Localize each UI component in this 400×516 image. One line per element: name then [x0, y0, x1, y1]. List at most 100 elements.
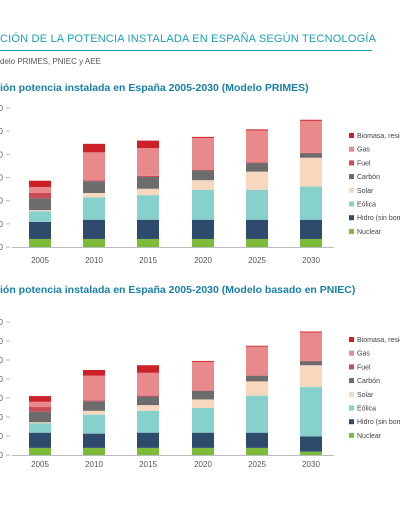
bar-fuel-2020 [192, 170, 214, 171]
legend-label-carbon: Carbón [357, 174, 380, 181]
y-tick-label: 0 [0, 337, 4, 346]
bar-gas-2030 [300, 332, 322, 361]
bar-carbon-2030 [300, 361, 322, 366]
bar-gas-2005 [29, 401, 51, 408]
bar-eolica-2010 [83, 414, 105, 434]
bar-hidro-sin-bombeo-2015 [137, 219, 159, 239]
chart-title-primes: ión potencia instalada en España 2005-20… [0, 82, 309, 94]
legend-swatch-eolica [349, 405, 354, 411]
chart-pniec: 0 0 0 0 0 0 0 0 2005 2010 2015 2020 2025 2030 Biomasa,… [0, 318, 400, 469]
legend-label-nuclear: Nuclear [357, 433, 382, 440]
bar-gas-2030 [300, 120, 322, 153]
legend-label-biomasa-residuos: Biomasa, resic [357, 337, 400, 344]
legend-swatch-nuclear [349, 228, 354, 234]
bar-biomasa-residuos-2020 [192, 136, 214, 138]
y-tick-label: 0 [0, 197, 4, 206]
bar-solar-2030 [300, 365, 322, 388]
bar-hidro-sin-bombeo-2020 [192, 219, 214, 239]
x-tick-label: 2030 [302, 460, 320, 469]
legend-label-solar: Solar [357, 188, 374, 195]
bar-eolica-2030 [300, 186, 322, 220]
bar-eolica-2010 [83, 197, 105, 220]
legend-label-eolica: Eólica [357, 406, 376, 413]
chart-primes: 0 0 0 0 0 0 0 2005 2010 2015 2020 2025 2030 Biomasa, … [0, 104, 400, 265]
legend-label-gas: Gas [357, 147, 370, 154]
bar-nuclear-2005 [29, 447, 51, 455]
header-source: delo PRIMES, PNIEC y AEE [0, 57, 101, 66]
header-rule [0, 50, 372, 51]
bar-carbon-2015 [137, 396, 159, 406]
bar-nuclear-2030 [300, 451, 322, 455]
y-tick-label: 0 [0, 375, 4, 384]
y-tick-label: 0 [0, 220, 4, 229]
legend-swatch-biomasa-residuos [349, 133, 354, 138]
bar-nuclear-2010 [83, 447, 105, 455]
y-tick-label: 0 [0, 432, 4, 441]
bar-biomasa-residuos-2020 [192, 360, 214, 362]
bar-nuclear-2015 [137, 447, 159, 455]
bar-carbon-2025 [246, 375, 268, 382]
bar-biomasa-residuos-2015 [137, 365, 159, 373]
bar-biomasa-residuos-2030 [300, 331, 322, 333]
bar-nuclear-2005 [29, 238, 51, 247]
legend-label-gas: Gas [357, 351, 370, 358]
x-tick-label: 2010 [85, 460, 103, 469]
bar-solar-2015 [137, 405, 159, 411]
bar-gas-2020 [192, 137, 214, 171]
bar-nuclear-2010 [83, 238, 105, 247]
bar-carbon-2015 [137, 176, 159, 189]
bar-gas-2020 [192, 361, 214, 391]
bar-fuel-2005 [29, 407, 51, 412]
bar-fuel-2010 [83, 180, 105, 182]
bar-biomasa-residuos-2010 [83, 369, 105, 376]
legend-label-carbon: Carbón [357, 378, 380, 385]
bar-nuclear-2020 [192, 238, 214, 247]
bar-hidro-sin-bombeo-2005 [29, 432, 51, 448]
bar-solar-2025 [246, 171, 268, 190]
bar-eolica-2025 [246, 189, 268, 220]
bar-biomasa-residuos-2005 [29, 180, 51, 188]
bar-nuclear-2020 [192, 447, 214, 455]
legend-label-nuclear: Nuclear [357, 229, 382, 236]
legend-swatch-fuel [349, 364, 354, 370]
bar-fuel-2005 [29, 193, 51, 199]
bar-biomasa-residuos-2025 [246, 129, 268, 131]
legend-label-fuel: Fuel [357, 364, 371, 371]
x-tick-label: 2015 [139, 256, 157, 265]
y-tick-label: 0 [0, 104, 4, 113]
bar-hidro-sin-bombeo-2030 [300, 436, 322, 452]
y-tick-label: 0 [0, 413, 4, 422]
bar-solar-2030 [300, 157, 322, 187]
bar-gas-2010 [83, 375, 105, 401]
bar-solar-2010 [83, 193, 105, 198]
bar-solar-2010 [83, 410, 105, 415]
legend-label-fuel: Fuel [357, 160, 371, 167]
bar-gas-2025 [246, 130, 268, 163]
legend-label-hidro-sin-bombeo: Hidro (sin bom [357, 419, 400, 426]
x-tick-label: 2020 [194, 256, 212, 265]
bar-eolica-2020 [192, 407, 214, 433]
chart-title-pniec: ión potencia instalada en España 2005-20… [0, 284, 356, 296]
bar-hidro-sin-bombeo-2005 [29, 221, 51, 239]
legend-swatch-carbon [349, 174, 354, 180]
legend-label-hidro-sin-bombeo: Hidro (sin bom [357, 215, 400, 222]
bar-hidro-sin-bombeo-2020 [192, 432, 214, 448]
bar-hidro-sin-bombeo-2025 [246, 219, 268, 239]
bar-hidro-sin-bombeo-2015 [137, 432, 159, 448]
x-tick-label: 2010 [85, 256, 103, 265]
y-tick-label: 0 [0, 451, 4, 460]
bar-carbon-2005 [29, 198, 51, 211]
bar-eolica-2005 [29, 211, 51, 222]
x-tick-label: 2030 [302, 256, 320, 265]
x-tick-label: 2025 [248, 460, 266, 469]
legend-label-eolica: Eólica [357, 202, 376, 209]
legend-swatch-solar [349, 391, 354, 397]
bar-hidro-sin-bombeo-2010 [83, 219, 105, 239]
bar-nuclear-2015 [137, 238, 159, 247]
x-tick-label: 2020 [194, 460, 212, 469]
bar-carbon-2010 [83, 181, 105, 194]
bar-eolica-2005 [29, 423, 51, 433]
bar-fuel-2025 [246, 162, 268, 164]
legend-swatch-gas [349, 350, 354, 356]
y-tick-label: 0 [0, 394, 4, 403]
